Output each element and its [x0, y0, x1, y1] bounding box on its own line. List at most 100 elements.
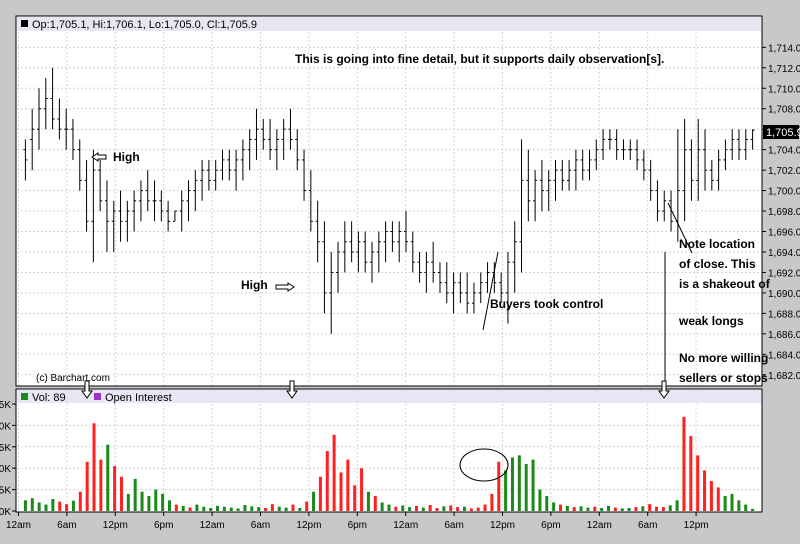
volume-bar: [476, 507, 480, 511]
volume-bar: [174, 504, 178, 511]
volume-bar: [517, 455, 521, 511]
note-pointer-line: [667, 202, 693, 254]
volume-bar: [483, 504, 487, 511]
down-arrow-icon: [81, 380, 93, 399]
volume-bar: [579, 506, 583, 511]
price-header-bar: [17, 17, 761, 31]
ohlc-bar: [696, 118, 701, 201]
ohlc-bar: [560, 159, 565, 191]
buyers-pointer-line: [482, 251, 499, 331]
ohlc-bar: [50, 67, 55, 130]
ohlc-bar: [281, 118, 286, 160]
volume-bar: [119, 476, 123, 511]
ohlc-bar: [403, 211, 408, 252]
time-tick-label: 12am: [587, 520, 612, 531]
volume-bar: [586, 507, 590, 511]
volume-tick-label: 5K: [0, 486, 11, 497]
volume-tick-label: 15K: [0, 443, 11, 454]
down-arrow-icon: [658, 380, 670, 399]
volume-gridlines: [17, 404, 761, 511]
time-tick-label: 12am: [6, 520, 31, 531]
volume-bar: [30, 498, 34, 511]
volume-tick-label: 10K: [0, 464, 11, 475]
ohlc-bar: [641, 149, 646, 181]
ohlc-bar: [505, 251, 510, 324]
volume-bar: [723, 496, 727, 511]
ohlc-bar: [526, 149, 531, 222]
volume-bar: [414, 505, 418, 511]
ohlc-readout: Op:1,705.1, Hi:1,706.1, Lo:1,705.0, Cl:1…: [32, 19, 257, 31]
down-arrows: [81, 380, 670, 399]
price-tick-label: 1,682.0: [768, 371, 800, 382]
volume-bar: [284, 507, 288, 511]
volume-bar: [305, 501, 309, 511]
volume-header-bar: [17, 390, 761, 403]
ohlc-bar: [444, 262, 449, 304]
ohlc-bar: [145, 170, 150, 212]
ohlc-bar: [342, 221, 347, 273]
volume-bar: [291, 504, 295, 511]
volume-bar: [44, 504, 48, 511]
last-price-label: 1,705.9: [766, 127, 800, 139]
copyright-label: (c) Barchart.com: [36, 373, 110, 384]
price-tick-label: 1,712.0: [768, 64, 800, 75]
volume-bar: [133, 478, 137, 511]
volume-bar: [572, 507, 576, 511]
last-price-tag: [763, 125, 799, 139]
volume-bar: [346, 459, 350, 511]
volume-bar: [318, 476, 322, 511]
ohlc-bar: [512, 221, 517, 293]
ohlc-bar: [580, 149, 585, 181]
volume-bar: [222, 506, 226, 511]
ohlc-bar: [295, 129, 300, 171]
ohlc-bar: [737, 129, 742, 160]
price-tick-label: 1,684.0: [768, 350, 800, 361]
volume-bar: [380, 502, 384, 511]
ohlc-bar: [390, 221, 395, 252]
ohlc-bar: [70, 118, 75, 160]
volume-bar: [51, 499, 55, 511]
volume-bar: [703, 470, 707, 511]
ohlc-bar: [268, 118, 273, 160]
ohlc-bar: [43, 78, 48, 130]
price-tick-label: 1,690.0: [768, 289, 800, 300]
price-tick-label: 1,688.0: [768, 309, 800, 320]
volume-bar: [229, 507, 233, 511]
time-tick-label: 6pm: [348, 520, 367, 531]
ohlc-bar: [682, 118, 687, 222]
volume-bar: [65, 504, 69, 511]
volume-bar: [373, 496, 377, 511]
ohlc-bar: [662, 190, 667, 222]
ohlc-bar: [308, 170, 313, 232]
volume-bars: [23, 416, 755, 511]
ohlc-bar: [274, 129, 279, 171]
open-interest-legend: Open Interest: [105, 392, 172, 404]
ohlc-bar: [607, 129, 612, 150]
price-tick-label: 1,692.0: [768, 268, 800, 279]
ohlc-bar: [125, 200, 130, 242]
ohlc-bar: [743, 129, 748, 160]
volume-bar: [154, 489, 158, 511]
volume-bar: [353, 485, 357, 511]
ohlc-bar: [240, 139, 245, 181]
ohlc-bar: [546, 170, 551, 212]
time-tick-label: 12pm: [103, 520, 128, 531]
ohlc-bar: [132, 190, 137, 232]
ohlc-bar: [179, 190, 184, 232]
ohlc-bar: [172, 210, 177, 222]
volume-bar: [504, 470, 508, 511]
ohlc-bar: [539, 159, 544, 212]
ohlc-bar: [397, 221, 402, 263]
ohlc-bar: [64, 108, 69, 150]
ohlc-bar: [689, 139, 694, 201]
volume-bar: [442, 506, 446, 511]
buyers-label: Buyers took control: [490, 297, 603, 311]
ohlc-bar: [227, 149, 232, 181]
ohlc-bar: [111, 200, 116, 252]
volume-tick-label: 20K: [0, 421, 11, 432]
volume-bar: [552, 502, 556, 511]
volume-bar: [332, 434, 336, 511]
ohlc-bar: [485, 262, 490, 293]
ohlc-bar: [553, 159, 558, 201]
price-tick-label: 1,704.0: [768, 146, 800, 157]
